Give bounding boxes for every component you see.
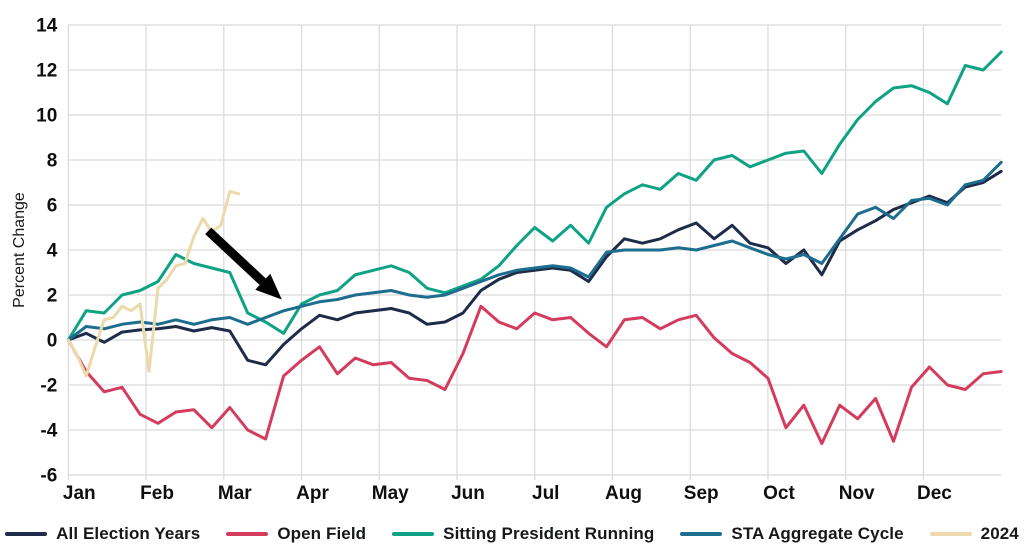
y-tick-label: -4 [40, 421, 57, 442]
x-tick-label: May [372, 483, 409, 504]
x-tick-label: Sep [684, 483, 719, 504]
legend-item-open-field: Open Field [226, 524, 366, 544]
y-tick-label: 4 [47, 241, 58, 262]
annotation-arrow-shaft [205, 227, 266, 286]
legend-swatch-sta-aggregate-cycle [680, 532, 723, 536]
x-tick-label: Mar [218, 483, 252, 504]
x-tick-label: Apr [296, 483, 329, 504]
x-tick-label: Feb [140, 483, 174, 504]
legend-label: STA Aggregate Cycle [731, 524, 904, 543]
legend-swatch-2024 [929, 532, 972, 536]
legend-swatch-all-election-years [5, 532, 48, 536]
y-tick-label: -6 [40, 466, 57, 487]
legend-item-all-election-years: All Election Years [5, 524, 200, 544]
x-tick-label: Nov [839, 483, 875, 504]
legend-label: All Election Years [56, 524, 201, 543]
y-tick-label: 0 [47, 331, 58, 352]
legend-swatch-sitting-president-running [392, 532, 435, 536]
chart-plot-area: 14 12 10 8 6 4 2 0 -2 -4 -6 Jan Feb Mar Apr May Jun Jul Au… [11, 16, 1003, 504]
y-tick-label: 6 [47, 196, 58, 217]
x-tick-label: Jun [451, 483, 485, 504]
x-tick-label: Oct [763, 483, 795, 504]
legend-label: Open Field [277, 524, 367, 543]
legend-label: Sitting President Running [443, 524, 655, 543]
series-line-all-election-years [66, 169, 1003, 367]
legend-swatch-open-field [226, 532, 269, 536]
x-tick-label: Aug [605, 483, 642, 504]
legend-item-sitting-president-running: Sitting President Running [392, 524, 654, 544]
x-tick-label: Jul [532, 483, 559, 504]
series-line-open-field [66, 304, 1003, 445]
series-line-sitting-president-running [66, 50, 1003, 342]
y-tick-label: 8 [47, 151, 58, 172]
chart-legend: All Election Years Open Field Sitting Pr… [0, 519, 1024, 549]
y-tick-label: -2 [40, 376, 57, 397]
y-tick-label: 12 [36, 61, 57, 82]
legend-label: 2024 [980, 524, 1019, 543]
y-tick-label: 14 [36, 16, 58, 37]
legend-item-2024: 2024 [929, 524, 1019, 544]
legend-item-sta-aggregate-cycle: STA Aggregate Cycle [680, 524, 904, 544]
x-tick-label: Dec [917, 483, 952, 504]
annotation-arrow-head [255, 273, 282, 300]
x-tick-label: Jan [63, 483, 96, 504]
y-tick-label: 10 [36, 106, 57, 127]
series-line-sta-aggregate-cycle [66, 160, 1003, 342]
y-axis-title: Percent Change [11, 192, 28, 308]
y-tick-label: 2 [47, 286, 58, 307]
